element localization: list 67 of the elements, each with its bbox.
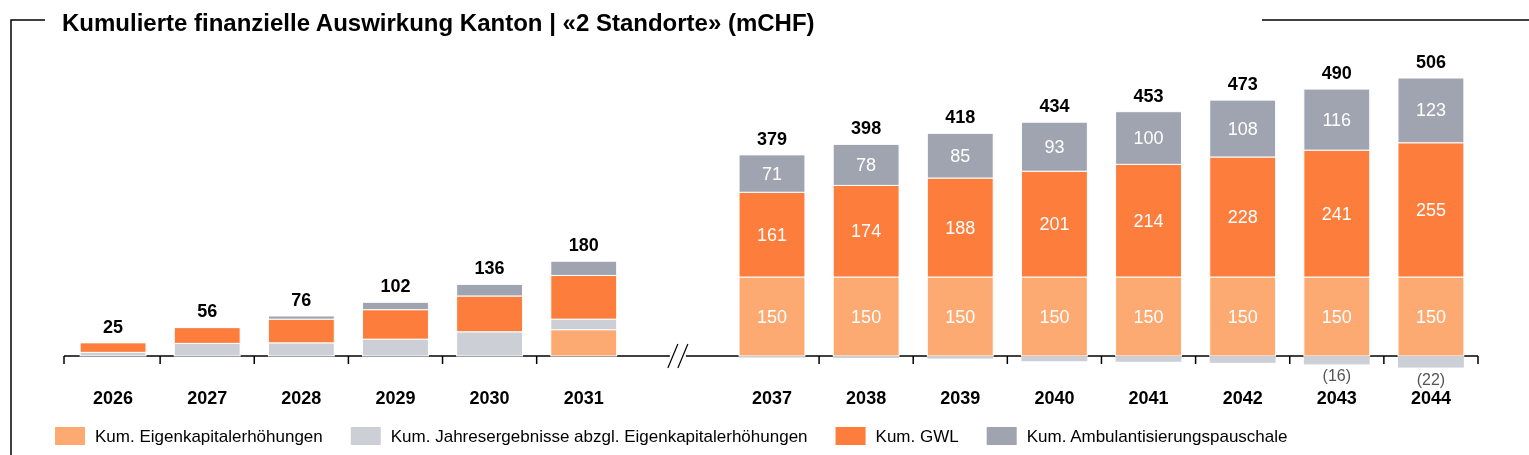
data-label: 116 <box>1322 109 1352 130</box>
x-tick-label: 2031 <box>563 388 604 408</box>
x-tick-label: 2030 <box>469 388 510 408</box>
bar <box>79 342 147 353</box>
data-label: (16) <box>1322 367 1352 385</box>
data-label: 85 <box>950 145 971 166</box>
total-label: 434 <box>1039 96 1070 117</box>
x-tick-label: 2029 <box>375 388 416 408</box>
data-label: 150 <box>1039 306 1070 327</box>
data-label: 228 <box>1227 207 1258 227</box>
data-label: 123 <box>1415 100 1446 121</box>
total-label: 379 <box>756 128 788 149</box>
data-label: 201 <box>1039 214 1070 235</box>
legend-label: Kum. Ambulantisierungspauschale <box>1026 427 1288 446</box>
x-tick-label: 2041 <box>1128 388 1169 408</box>
data-label: 150 <box>851 306 882 327</box>
x-tick-label: 2039 <box>940 388 981 408</box>
chart-title: Kumulierte finanzielle Auswirkung Kanton | «2 Standorte» (mCHF) <box>62 9 815 36</box>
data-label: 174 <box>851 221 882 242</box>
total-label: 180 <box>568 235 599 256</box>
total-label: 398 <box>851 118 882 139</box>
legend-label: Kum. Eigenkapitalerhöhungen <box>95 427 323 446</box>
data-label: 93 <box>1044 136 1065 157</box>
x-tick-label: 2027 <box>187 388 228 408</box>
data-label: 108 <box>1227 118 1258 139</box>
legend-label: Kum. Jahresergebnisse abzgl. Eigenkapitalerhöhungen <box>390 427 808 446</box>
total-label: 25 <box>103 316 124 337</box>
data-label: 241 <box>1321 203 1352 224</box>
x-tick-label: 2037 <box>751 388 793 408</box>
bar <box>1209 356 1276 363</box>
data-label: 71 <box>761 163 783 184</box>
data-label: (22) <box>1416 370 1446 388</box>
bar <box>1303 356 1370 365</box>
total-label: 56 <box>197 300 218 321</box>
data-label: 214 <box>1133 210 1164 231</box>
x-tick-label: 2040 <box>1034 388 1075 408</box>
data-label: 150 <box>945 306 976 327</box>
x-tick-label: 2038 <box>846 388 887 408</box>
total-label: 453 <box>1133 85 1164 106</box>
bar <box>1397 356 1464 368</box>
bar <box>1115 356 1182 362</box>
x-tick-label: 2044 <box>1410 388 1451 408</box>
total-label: 76 <box>291 289 312 310</box>
data-label: 255 <box>1415 199 1446 220</box>
data-label: 161 <box>756 224 788 245</box>
data-label: 150 <box>1133 306 1164 327</box>
total-label: 473 <box>1227 74 1258 95</box>
total-label: 490 <box>1321 63 1352 84</box>
data-label: 150 <box>1321 306 1352 327</box>
total-label: 102 <box>380 276 411 297</box>
bar <box>1021 356 1088 362</box>
bar <box>927 356 994 359</box>
x-tick-label: 2043 <box>1316 388 1357 408</box>
total-label: 506 <box>1415 52 1446 72</box>
total-label: 418 <box>945 107 976 128</box>
data-label: 150 <box>1415 306 1446 327</box>
data-label: 188 <box>945 217 976 238</box>
bar <box>833 356 900 359</box>
x-tick-label: 2028 <box>281 388 322 408</box>
data-label: 78 <box>856 154 877 175</box>
total-label: 136 <box>474 258 505 279</box>
data-label: 150 <box>756 306 788 327</box>
x-tick-label: 2042 <box>1222 388 1263 408</box>
legend-label: Kum. GWL <box>875 427 959 446</box>
x-tick-label: 2026 <box>93 388 134 408</box>
data-label: 100 <box>1133 128 1164 149</box>
data-label: 150 <box>1227 306 1258 327</box>
